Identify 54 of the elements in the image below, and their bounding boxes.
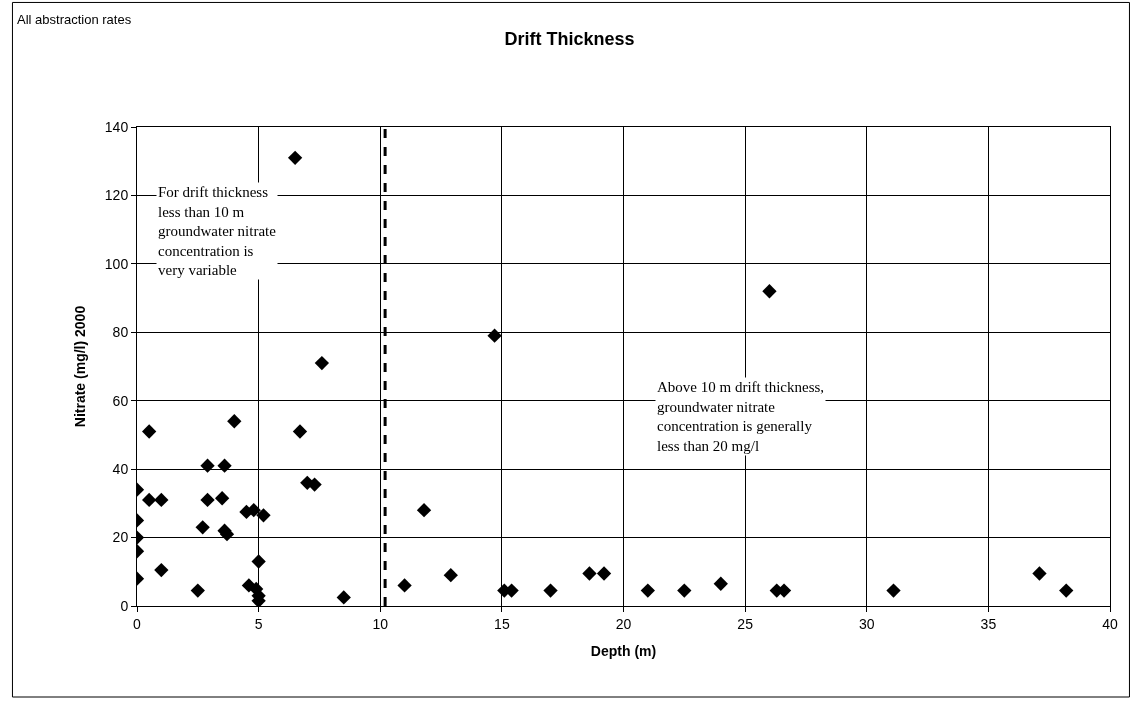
point xyxy=(214,491,230,506)
point xyxy=(217,458,232,473)
x-tick-label: 30 xyxy=(858,615,875,632)
point xyxy=(200,458,215,473)
x-tick-label: 0 xyxy=(133,615,142,632)
point xyxy=(154,562,169,578)
text: All abstraction rates xyxy=(17,12,132,27)
point xyxy=(142,492,157,508)
point xyxy=(416,503,432,518)
x-tick-label: 40 xyxy=(1102,615,1118,632)
point xyxy=(397,578,412,593)
point xyxy=(292,424,308,439)
x-tick-label: 15 xyxy=(494,615,510,632)
point xyxy=(582,566,597,581)
point xyxy=(1032,566,1047,581)
point xyxy=(886,583,901,598)
point xyxy=(195,520,210,535)
point xyxy=(762,284,777,299)
point xyxy=(190,583,205,598)
x-tick-label: 25 xyxy=(737,615,754,632)
x-tick-label: 20 xyxy=(615,615,632,632)
point xyxy=(336,590,351,605)
y-tick-label: 60 xyxy=(112,392,129,409)
y-tick-label: 0 xyxy=(120,597,129,614)
point xyxy=(443,568,458,583)
point xyxy=(287,150,303,165)
point xyxy=(314,355,330,371)
x-axis-title: Depth (m) xyxy=(590,643,657,660)
y-tick-label: 80 xyxy=(112,324,129,341)
y-tick-label: 20 xyxy=(112,529,129,546)
x-tick-label: 35 xyxy=(980,615,997,632)
annotation: Above 10 m drift thickness, groundwater nitrate concentration is generally less than 20 mg/l xyxy=(657,379,825,454)
point xyxy=(677,583,692,598)
point xyxy=(154,492,169,508)
y-tick-label: 100 xyxy=(104,255,129,272)
y-tick-label: 140 xyxy=(104,118,129,135)
point xyxy=(256,508,271,523)
chart-title: Drift Thickness xyxy=(504,29,635,50)
point xyxy=(227,414,242,429)
point xyxy=(1059,583,1074,598)
y-tick-label: 40 xyxy=(112,461,129,478)
point xyxy=(251,554,266,569)
point xyxy=(543,583,558,598)
x-tick-label: 10 xyxy=(372,615,389,632)
point xyxy=(200,492,215,508)
y-tick-label: 120 xyxy=(104,187,129,204)
y-axis-title: Nitrate (mg/l) 2000 xyxy=(72,305,89,428)
x-tick-label: 5 xyxy=(254,615,263,632)
point xyxy=(713,576,728,591)
point xyxy=(487,328,502,343)
point xyxy=(596,566,612,581)
annotation: For drift thickness less than 10 m groundwater nitrate concentration is very variable xyxy=(158,184,277,278)
point xyxy=(640,583,655,598)
point xyxy=(142,424,157,439)
